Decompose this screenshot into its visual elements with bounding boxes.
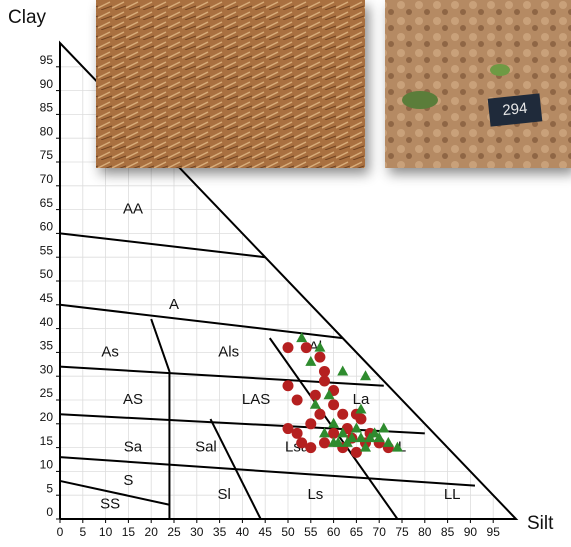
y-tick-label: 90	[40, 77, 54, 91]
photo-straw	[96, 0, 365, 168]
zone-label: Sal	[195, 439, 217, 456]
photo-soil	[385, 0, 571, 168]
x-tick-label: 95	[487, 525, 501, 539]
x-tick-label: 25	[167, 525, 181, 539]
chart: 0 5 10 15 20 25 30 35 40 45 50 55 60 65 70 75 80 85 90 95 0 5…	[0, 0, 571, 547]
zone-label: As	[101, 343, 119, 360]
y-tick-label: 65	[40, 196, 54, 210]
data-point	[337, 365, 348, 375]
zone-label: Sa	[124, 439, 143, 456]
x-tick-label: 35	[213, 525, 227, 539]
data-point	[314, 409, 325, 420]
y-tick-label: 80	[40, 124, 54, 138]
data-point	[283, 342, 294, 353]
x-tick-label: 50	[281, 525, 295, 539]
zone-label: S	[123, 472, 133, 489]
zone-boundary	[210, 419, 260, 519]
y-tick-label: 35	[40, 339, 54, 353]
y-axis-label: Clay	[8, 7, 47, 28]
zone-label: Ls	[307, 486, 323, 503]
data-point	[319, 375, 330, 386]
y-tick-label: 70	[40, 172, 54, 186]
data-point	[296, 437, 307, 448]
x-tick-label: 70	[373, 525, 387, 539]
zone-label: Als	[218, 343, 239, 360]
x-tick-label: 60	[327, 525, 341, 539]
y-tick-label: 50	[40, 267, 54, 281]
x-axis-label: Silt	[527, 513, 554, 534]
x-tick-label: 20	[145, 525, 159, 539]
x-tick-label: 45	[259, 525, 273, 539]
y-tick-label: 45	[40, 291, 54, 305]
data-point	[305, 418, 316, 429]
y-tick-label: 95	[40, 53, 54, 67]
zone-boundary	[60, 233, 265, 257]
zone-label: LL	[444, 486, 461, 503]
x-tick-label: 55	[304, 525, 318, 539]
x-tick-label: 5	[79, 525, 86, 539]
y-tick-label: 75	[40, 148, 54, 162]
data-point	[355, 414, 366, 425]
y-tick-label: 60	[40, 220, 54, 234]
zone-label: A	[169, 296, 179, 313]
seedling	[490, 64, 510, 76]
data-point	[314, 352, 325, 363]
data-point	[283, 380, 294, 391]
x-tick-label: 65	[350, 525, 364, 539]
x-tick-label: 75	[395, 525, 409, 539]
y-tick-label: 20	[40, 410, 54, 424]
y-tick-label: 25	[40, 386, 54, 400]
zone-label: Sl	[217, 486, 230, 503]
y-tick-label: 10	[40, 458, 54, 472]
x-tick-label: 80	[418, 525, 432, 539]
seedling	[402, 91, 438, 109]
data-point	[360, 370, 371, 380]
x-tick-label: 10	[99, 525, 113, 539]
x-tick-label: 40	[236, 525, 250, 539]
y-tick-label: 40	[40, 315, 54, 329]
photos: 294	[96, 0, 571, 168]
zone-label: AA	[123, 201, 143, 218]
x-tick-label: 15	[122, 525, 136, 539]
tag-text: 294	[502, 100, 529, 120]
data-point	[319, 366, 330, 377]
x-tick-label: 85	[441, 525, 455, 539]
zone-boundary	[60, 305, 343, 338]
zone-label: LAS	[242, 391, 270, 408]
zone-label: AS	[123, 391, 143, 408]
data-point	[292, 428, 303, 439]
data-point	[292, 395, 303, 406]
data-point	[337, 409, 348, 420]
y-tick-label: 15	[40, 434, 54, 448]
data-point	[301, 342, 312, 353]
data-point	[351, 447, 362, 458]
zone-label: SS	[100, 496, 120, 513]
y-tick-label: 0	[46, 505, 53, 519]
y-tick-label: 30	[40, 362, 54, 376]
y-tick-label: 5	[46, 481, 53, 495]
x-tick-label: 30	[190, 525, 204, 539]
x-tick-label: 0	[57, 525, 64, 539]
x-tick-label: 90	[464, 525, 478, 539]
y-tick-label: 55	[40, 243, 54, 257]
data-point	[328, 399, 339, 410]
y-tick-label: 85	[40, 101, 54, 115]
